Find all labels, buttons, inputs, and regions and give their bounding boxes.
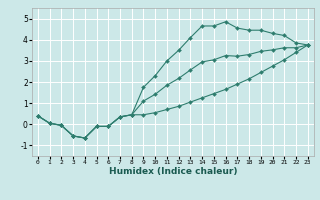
X-axis label: Humidex (Indice chaleur): Humidex (Indice chaleur) — [108, 167, 237, 176]
